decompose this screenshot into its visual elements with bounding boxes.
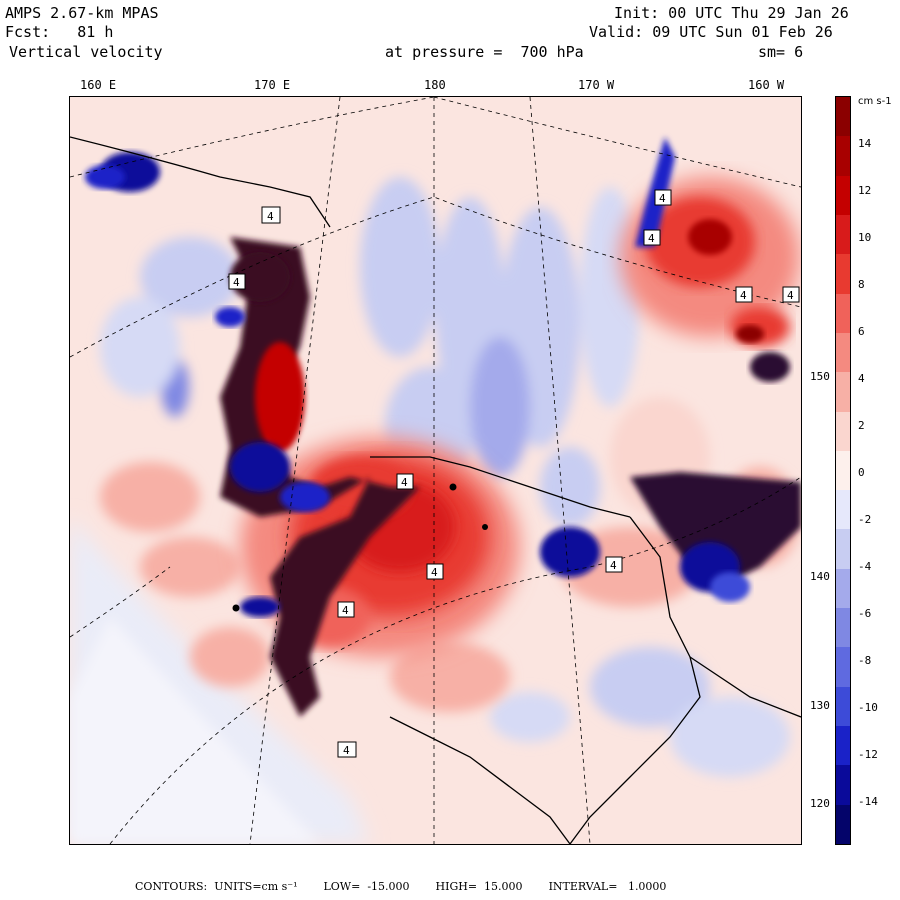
station-dots	[232, 483, 488, 612]
colorbar-tick-label: 4	[858, 372, 865, 385]
model-title: AMPS 2.67-km MPAS	[5, 4, 159, 22]
lon-label: 160 E	[80, 78, 117, 92]
contour-high: HIGH= 15.000	[435, 880, 523, 893]
lon-label: 160 W	[748, 78, 785, 92]
contour-labels: 4 4 4 4 4 4 4 4 4 4 4	[228, 189, 800, 758]
colorbar-segment	[836, 450, 850, 491]
colorbar-segment	[836, 372, 850, 413]
init-time: Init: 00 UTC Thu 29 Jan 26	[614, 4, 849, 22]
right-downslope-band	[540, 352, 801, 602]
colorbar-segment	[836, 214, 850, 255]
pressure-level: at pressure = 700 hPa	[385, 43, 584, 61]
colorbar-segment	[836, 332, 850, 373]
mountain-chain	[85, 152, 420, 717]
lat-label: 150 W	[810, 370, 844, 383]
lon-label: 170 W	[578, 78, 615, 92]
contour-label: 4	[648, 232, 655, 245]
colorbar-tick-label: 14	[858, 137, 872, 150]
colorbar-tick-label: 0	[858, 466, 865, 479]
upper-right-updraft	[620, 177, 800, 347]
map-svg: 4 4 4 4 4 4 4 4 4 4 4	[70, 97, 801, 844]
colorbar-segment	[836, 97, 850, 137]
contour-label: 4	[659, 192, 666, 205]
lat-label: 130 W	[810, 699, 844, 712]
contour-label: 4	[431, 566, 438, 579]
contour-label: 4	[610, 559, 617, 572]
colorbar-tick-label: -14	[858, 795, 878, 808]
colorbar-segment	[836, 411, 850, 452]
colorbar-segment	[836, 686, 850, 727]
colorbar-segment	[836, 175, 850, 216]
contour-label: 4	[342, 604, 349, 617]
colorbar-segment	[836, 608, 850, 648]
colorbar-tick-label: -4	[858, 560, 872, 573]
coastline	[70, 136, 801, 844]
contour-label: 4	[787, 289, 794, 302]
colorbar	[835, 96, 851, 845]
colorbar-segment	[836, 568, 850, 609]
contour-units: CONTOURS: UNITS=cm s⁻¹	[135, 880, 298, 893]
pale-white-region	[70, 617, 320, 844]
colorbar-tick-label: -8	[858, 654, 872, 667]
colorbar-segment	[836, 254, 850, 295]
contour-label: 4	[267, 210, 274, 223]
vertical-velocity-map: 4 4 4 4 4 4 4 4 4 4 4	[69, 96, 802, 845]
colorbar-segment	[836, 490, 850, 530]
colorbar-segment	[836, 647, 850, 688]
lat-label: 120 W	[810, 797, 844, 810]
colorbar-tick-label: 2	[858, 419, 865, 432]
contour-info: CONTOURS: UNITS=cm s⁻¹ LOW= -15.000 HIGH= …	[135, 880, 692, 893]
forecast-hour: Fcst: 81 h	[5, 23, 114, 41]
colorbar-segment	[836, 765, 850, 806]
colorbar-tick-label: 10	[858, 231, 872, 244]
contour-label: 4	[343, 744, 350, 757]
colorbar-tick-label: -2	[858, 513, 872, 526]
colorbar-segment	[836, 136, 850, 177]
valid-time: Valid: 09 UTC Sun 01 Feb 26	[589, 23, 833, 41]
lat-label: 140 W	[810, 570, 844, 583]
contour-label: 4	[401, 476, 408, 489]
colorbar-tick-label: -12	[858, 748, 878, 761]
colorbar-tick-label: 6	[858, 325, 865, 338]
colorbar-tick-label: -6	[858, 607, 872, 620]
colorbar-units: cm s-1	[858, 96, 892, 107]
colorbar-segment	[836, 726, 850, 766]
lon-label: 180	[424, 78, 446, 92]
colorbar-tick-label: 12	[858, 184, 872, 197]
colorbar-segment	[836, 293, 850, 334]
colorbar-segment	[836, 804, 850, 845]
contour-label: 4	[233, 276, 240, 289]
colorbar-tick-label: -10	[858, 701, 878, 714]
colorbar-segment	[836, 529, 850, 570]
graticule	[70, 97, 801, 844]
lon-label: 170 E	[254, 78, 291, 92]
field-name: Vertical velocity	[9, 43, 163, 61]
contour-interval: INTERVAL= 1.0000	[548, 880, 667, 893]
contour-low: LOW= -15.000	[323, 880, 410, 893]
contour-label: 4	[740, 289, 747, 302]
colorbar-tick-label: 8	[858, 278, 865, 291]
smoothing-value: sm= 6	[758, 43, 804, 61]
